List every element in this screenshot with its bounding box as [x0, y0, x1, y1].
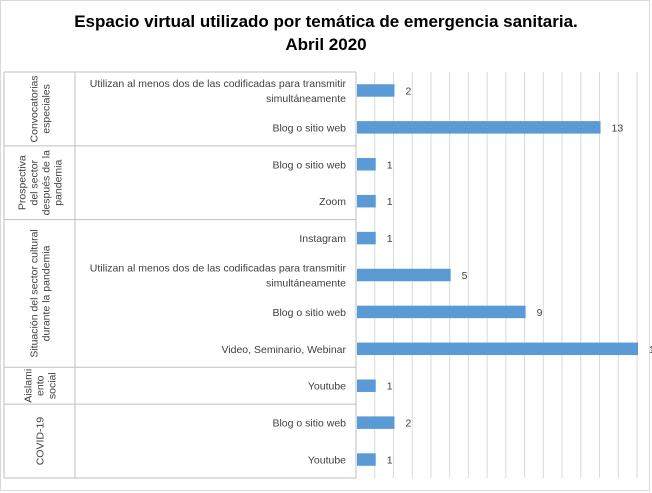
data-label: 9 [537, 307, 543, 319]
group-label: Situación del sector cultural [29, 229, 41, 357]
category-label: Blog o sitio web [272, 159, 346, 171]
group-label: COVID-19 [35, 417, 47, 466]
group-label: después de la [41, 150, 53, 216]
bar [357, 194, 376, 208]
category-label: Utilizan al menos dos de las codificadas… [90, 263, 347, 275]
data-label: 15 [649, 344, 652, 356]
chart-title-block: Espacio virtual utilizado por temática d… [0, 10, 652, 56]
category-label: Youtube [308, 455, 346, 467]
category-label: simultáneamente [266, 93, 346, 105]
group-label: durante la pandemia [41, 245, 53, 341]
category-label: Blog o sitio web [272, 307, 346, 319]
bar [357, 268, 451, 282]
category-label: Blog o sitio web [272, 122, 346, 134]
chart-subtitle: Abril 2020 [285, 35, 367, 54]
data-label: 13 [612, 122, 624, 134]
data-label: 2 [405, 418, 411, 430]
group-label: Prospectiva [17, 155, 29, 210]
group-label: ento [35, 375, 47, 396]
group-label: especiales [41, 84, 53, 134]
bar [357, 379, 376, 392]
data-label: 2 [405, 85, 411, 97]
data-label: 1 [387, 455, 393, 467]
category-label: Instagram [299, 233, 346, 245]
bar [357, 231, 376, 245]
group-label: Aislami [23, 369, 35, 403]
group-label: Convocatorias [29, 75, 41, 142]
category-label: Blog o sitio web [272, 418, 346, 430]
category-label: Youtube [308, 381, 346, 393]
group-label: pandemia [53, 160, 65, 206]
data-label: 1 [387, 381, 393, 393]
bar [357, 453, 376, 466]
category-label: Utilizan al menos dos de las codificadas… [90, 78, 347, 90]
group-label: social [47, 372, 59, 399]
category-label: simultáneamente [266, 278, 346, 290]
bar [357, 158, 376, 171]
bar [357, 342, 638, 356]
category-label: Video, Seminario, Webinar [221, 344, 346, 356]
bar [357, 84, 395, 97]
group-label: del sector [29, 159, 41, 205]
bar [357, 305, 526, 319]
category-label: Zoom [319, 196, 346, 208]
bar [357, 416, 395, 429]
data-label: 1 [387, 233, 393, 245]
data-label: 5 [462, 270, 468, 282]
data-label: 1 [387, 159, 393, 171]
chart-title: Espacio virtual utilizado por temática d… [74, 12, 578, 31]
bar [357, 121, 601, 134]
data-label: 1 [387, 196, 393, 208]
